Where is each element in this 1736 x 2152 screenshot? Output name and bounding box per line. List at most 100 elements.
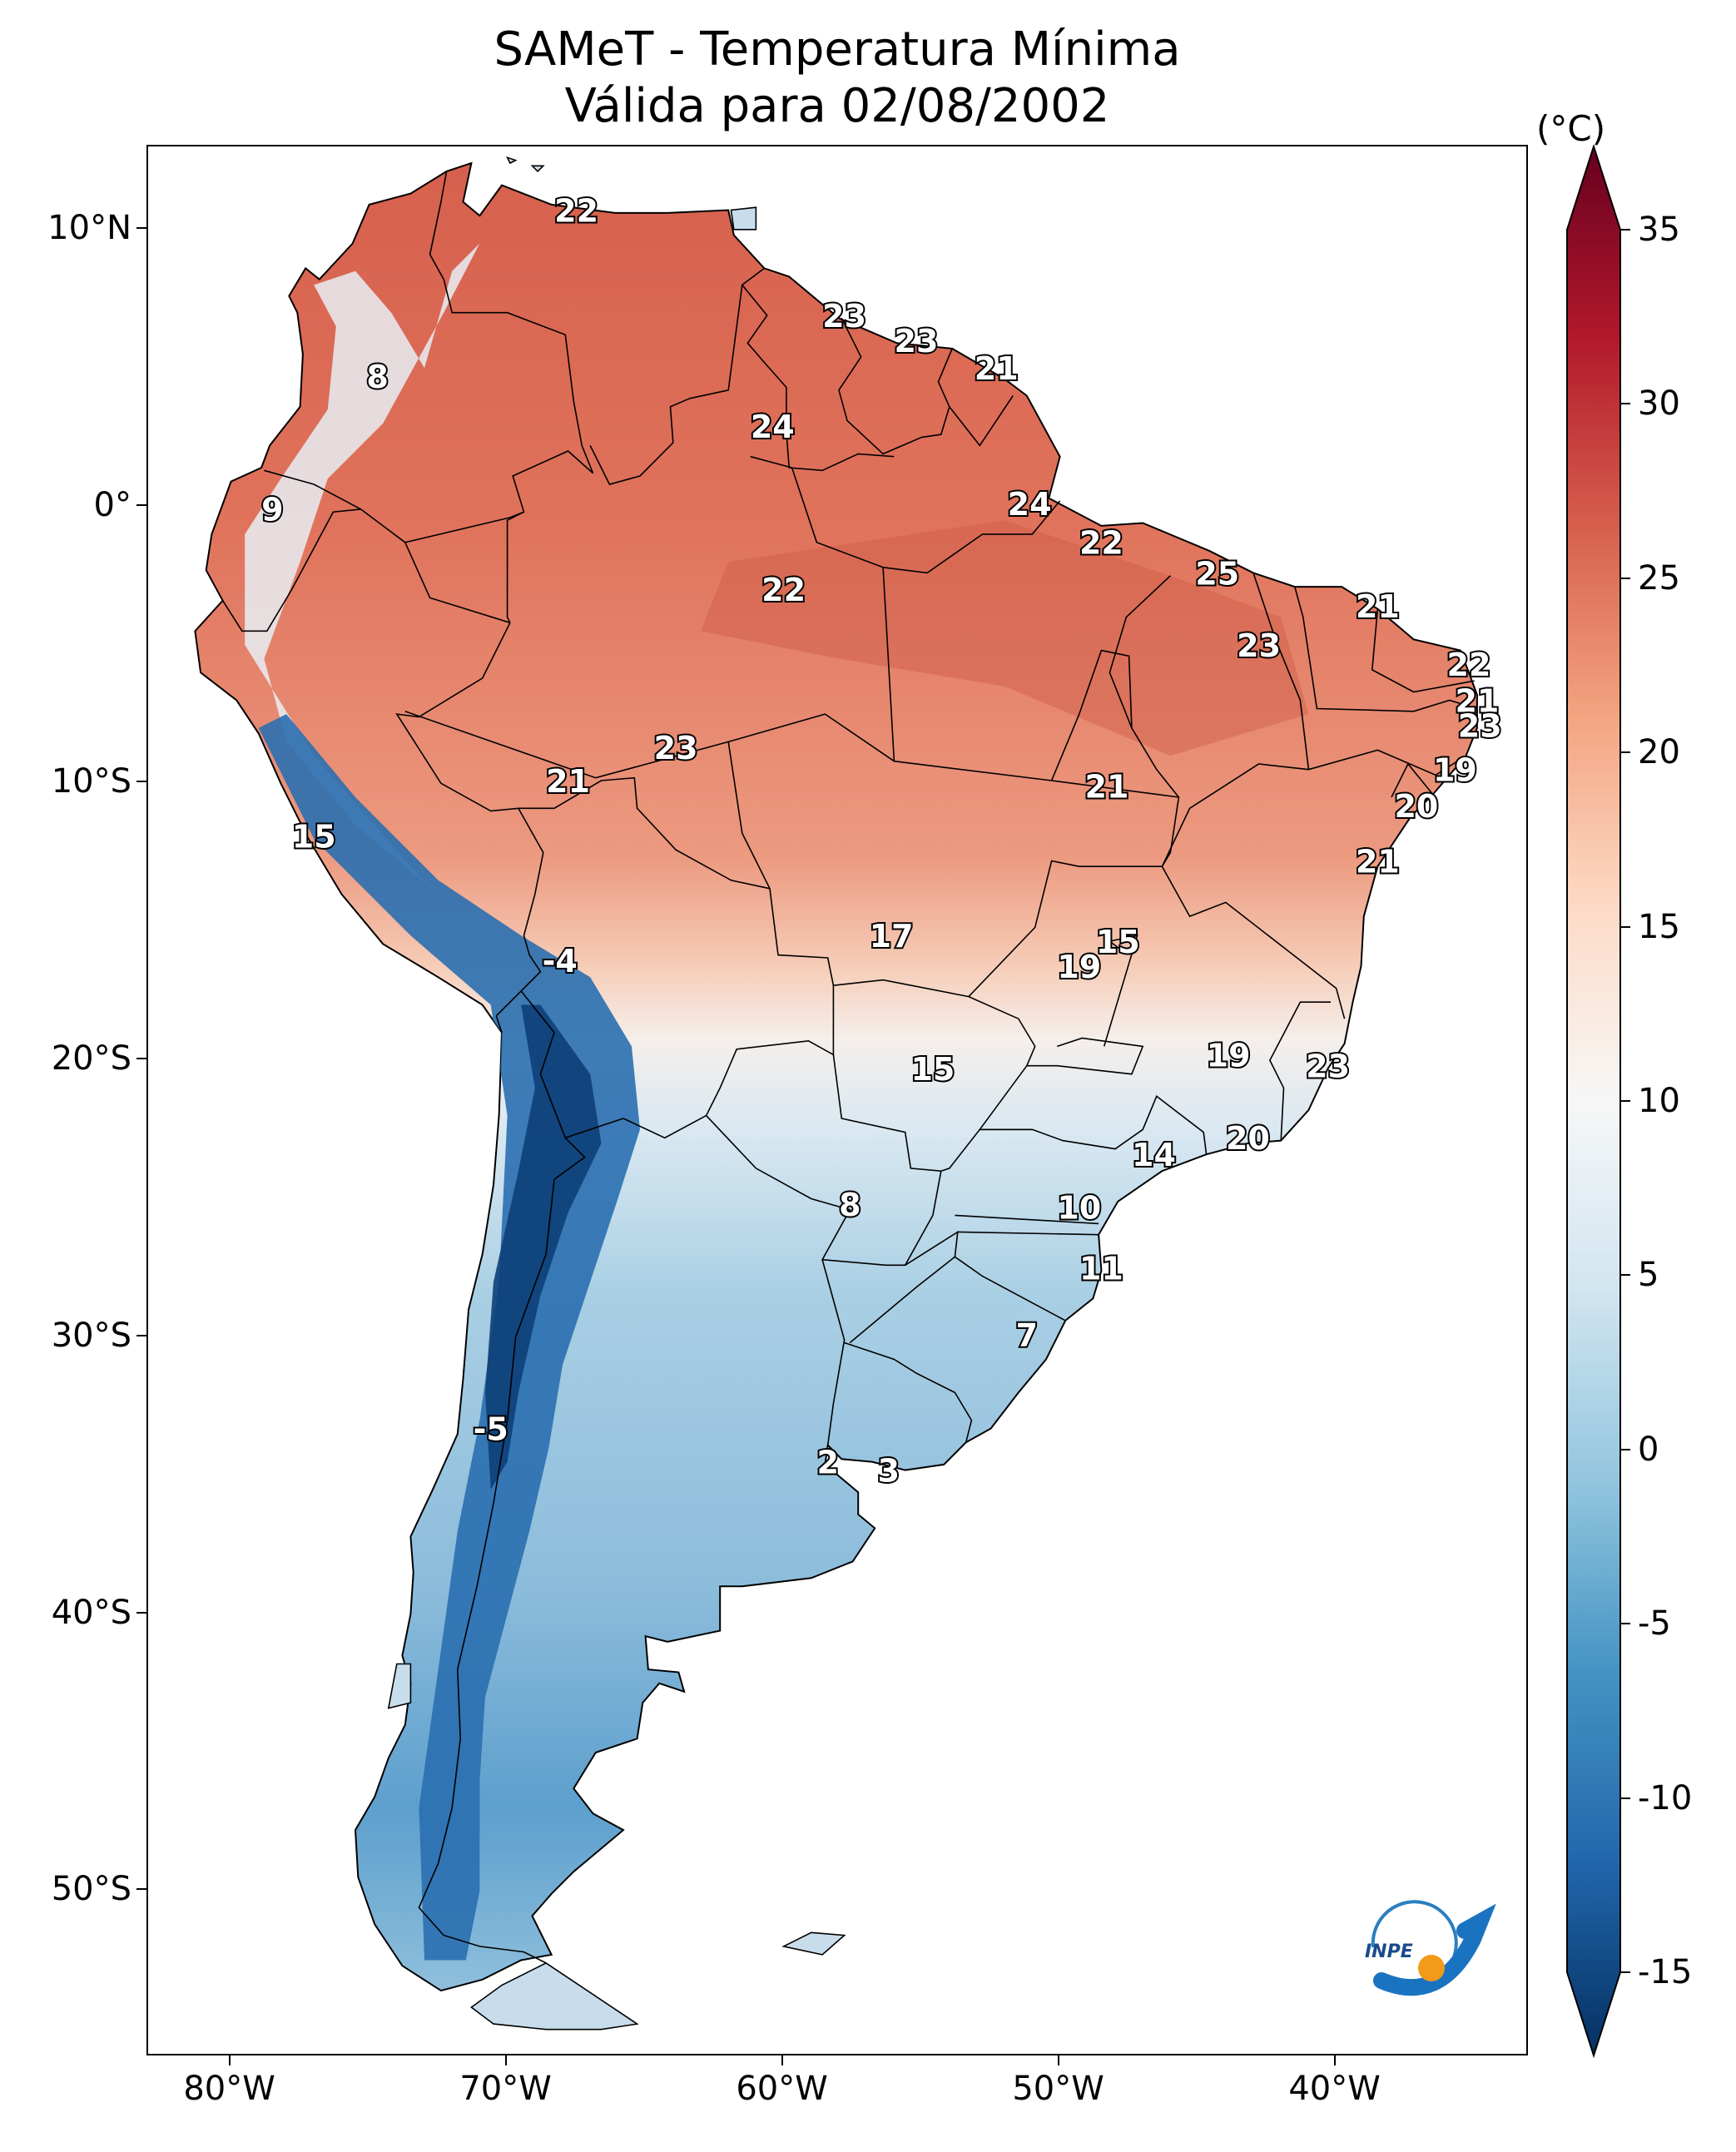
longitude-tick-mark — [1333, 2055, 1336, 2065]
colorbar-tick-mark — [1620, 1971, 1630, 1973]
colorbar-tick-mark — [1620, 1623, 1630, 1625]
latitude-tick-mark — [136, 226, 146, 229]
station-value-label: 15 — [1096, 924, 1140, 960]
station-value-label: 15 — [910, 1051, 955, 1088]
station-labels: 2289232321242422252223212221231920212123… — [260, 191, 1503, 1490]
latitude-tick-label: 0° — [93, 485, 131, 524]
station-value-label: 23 — [654, 730, 698, 766]
colorbar-tick-label: -15 — [1638, 1953, 1693, 1991]
station-value-label: 21 — [1356, 843, 1400, 880]
station-value-label: 19 — [1433, 752, 1477, 789]
colorbar-body — [1566, 145, 1621, 2059]
station-value-label: 23 — [1237, 627, 1281, 664]
island — [781, 1931, 846, 1956]
longitude-tick-mark — [228, 2055, 231, 2065]
svg-text:INPE: INPE — [1365, 1941, 1413, 1962]
longitude-tick-label: 80°W — [183, 2070, 275, 2108]
station-value-label: 15 — [292, 818, 336, 855]
longitude-tick-mark — [1057, 2055, 1059, 2065]
latitude-tick-label: 40°S — [51, 1593, 131, 1632]
country-borders — [221, 171, 1478, 1964]
station-value-label: 21 — [1455, 682, 1499, 719]
colorbar-tick-label: 20 — [1638, 733, 1680, 772]
latitude-tick-label: 10°N — [47, 208, 131, 247]
colorbar-tick-label: 10 — [1638, 1082, 1680, 1120]
colorbar-tick-label: 15 — [1638, 907, 1680, 946]
colorbar-tick-label: 0 — [1638, 1430, 1659, 1469]
island — [730, 206, 757, 231]
latitude-tick-mark — [136, 1611, 146, 1614]
station-value-label: 24 — [1008, 486, 1052, 523]
colorbar-tick-mark — [1620, 403, 1630, 405]
latitude-tick-mark — [136, 1888, 146, 1891]
map-subtitle: Válida para 02/08/2002 — [564, 79, 1110, 133]
island — [387, 1663, 412, 1709]
latitude-tick-label: 10°S — [51, 762, 131, 801]
station-value-label: 22 — [554, 192, 598, 229]
station-value-label: 23 — [1458, 707, 1502, 744]
colorbar-tick-label: 25 — [1638, 558, 1680, 598]
colorbar-tick-label: -10 — [1638, 1778, 1693, 1817]
colorbar-tick-mark — [1620, 577, 1630, 579]
station-value-label: 2 — [816, 1444, 838, 1480]
colorbar-tick-mark — [1620, 1797, 1630, 1799]
colorbar-tick-mark — [1620, 751, 1630, 754]
latitude-tick-mark — [136, 781, 146, 783]
colorbar — [1566, 145, 1621, 2059]
station-value-label: 3 — [878, 1452, 900, 1489]
station-value-label: -5 — [474, 1411, 508, 1448]
station-value-label: 21 — [1085, 769, 1129, 806]
station-value-label: 23 — [1306, 1049, 1350, 1085]
latitude-tick-label: 50°S — [51, 1870, 131, 1909]
latitude-tick-mark — [136, 1058, 146, 1060]
colorbar-tick-label: 5 — [1638, 1256, 1659, 1295]
latitude-tick-mark — [136, 503, 146, 506]
island — [506, 156, 518, 165]
map-title: SAMeT - Temperatura Mínima — [494, 22, 1181, 77]
latitude-tick-mark — [136, 1334, 146, 1336]
longitude-tick-label: 40°W — [1288, 2070, 1381, 2108]
station-value-label: 22 — [1079, 525, 1123, 562]
station-value-label: 24 — [751, 409, 795, 445]
station-value-label: 21 — [1356, 588, 1400, 625]
latitude-tick-label: 20°S — [51, 1039, 131, 1078]
station-value-label: 11 — [1079, 1251, 1123, 1287]
longitude-tick-mark — [781, 2055, 783, 2065]
islands — [387, 156, 846, 2031]
colorbar-tick-label: 30 — [1638, 384, 1680, 424]
station-value-label: 25 — [1195, 555, 1239, 592]
station-value-label: 14 — [1132, 1137, 1176, 1173]
station-value-label: 23 — [895, 323, 939, 359]
island — [470, 1961, 639, 2031]
longitude-tick-label: 60°W — [736, 2070, 828, 2108]
station-value-label: 8 — [366, 359, 388, 395]
station-value-label: 21 — [546, 763, 590, 800]
station-value-label: 8 — [839, 1187, 861, 1223]
inpe-logo: INPE — [1365, 1900, 1496, 1996]
station-value-label: 17 — [870, 918, 914, 955]
longitude-tick-label: 50°W — [1012, 2070, 1104, 2108]
longitude-tick-mark — [504, 2055, 507, 2065]
latitude-tick-label: 30°S — [51, 1316, 131, 1355]
station-value-label: 22 — [1447, 647, 1491, 683]
south-america-landmass — [194, 161, 1478, 1992]
colorbar-tick-mark — [1620, 925, 1630, 928]
map-panel: 22 8 9 23 23 21 24 24 22 25 22 23 21 22 21 23 19 20 21 21 23… — [146, 145, 1528, 2055]
station-value-label: 20 — [1394, 788, 1438, 825]
station-value-label: 19 — [1057, 949, 1101, 985]
station-value-label: 21 — [975, 350, 1019, 387]
station-value-label: 9 — [261, 492, 283, 528]
colorbar-tick-label: -5 — [1638, 1604, 1671, 1644]
temperature-map: 2289232321242422252223212221231920212123… — [194, 156, 1504, 2031]
station-value-label: 19 — [1207, 1037, 1251, 1074]
station-value-label: 7 — [1016, 1316, 1038, 1353]
station-value-label: 23 — [822, 298, 866, 335]
island — [530, 165, 545, 173]
station-value-label: 22 — [761, 572, 806, 608]
colorbar-tick-mark — [1620, 1448, 1630, 1450]
longitude-tick-label: 70°W — [459, 2070, 552, 2108]
colorbar-tick-mark — [1620, 229, 1630, 231]
station-value-label: 20 — [1226, 1120, 1270, 1157]
colorbar-tick-label: 35 — [1638, 211, 1680, 249]
colorbar-tick-mark — [1620, 1274, 1630, 1277]
